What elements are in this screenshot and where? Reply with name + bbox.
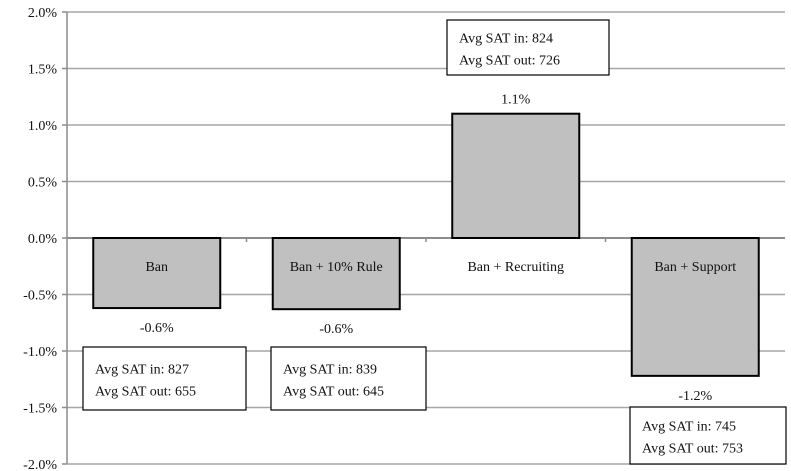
avg-sat-out-label: Avg SAT out: 753 xyxy=(642,442,743,457)
avg-sat-out-label: Avg SAT out: 655 xyxy=(95,385,196,400)
y-tick-label: 0.0% xyxy=(28,232,58,247)
bar-ban xyxy=(92,237,222,310)
data-label: 1.1% xyxy=(501,93,531,108)
y-tick-label: 2.0% xyxy=(28,6,58,21)
bar-ban-support xyxy=(630,237,760,377)
sat-annotation-box: Avg SAT in: 824 Avg SAT out: 726 xyxy=(446,19,610,76)
avg-sat-in-label: Avg SAT in: 824 xyxy=(459,32,553,47)
category-label: Ban + Recruiting xyxy=(467,260,564,275)
y-tick-label: -2.0% xyxy=(23,458,57,471)
avg-sat-in-label: Avg SAT in: 827 xyxy=(95,363,189,378)
avg-sat-in-label: Avg SAT in: 839 xyxy=(283,363,377,378)
y-tick-label: -1.5% xyxy=(23,402,57,417)
sat-annotation-box: Avg SAT in: 827 Avg SAT out: 655 xyxy=(82,346,247,411)
bar-ban-10-rule xyxy=(271,237,401,311)
avg-sat-out-label: Avg SAT out: 726 xyxy=(459,54,560,69)
data-label: -0.6% xyxy=(319,322,353,337)
avg-sat-in-label: Avg SAT in: 745 xyxy=(642,420,736,435)
sat-annotation-box: Avg SAT in: 839 Avg SAT out: 645 xyxy=(270,346,427,411)
bars xyxy=(92,112,760,377)
category-label: Ban + 10% Rule xyxy=(290,260,383,275)
data-label: -1.2% xyxy=(678,389,712,404)
y-tick-label: -1.0% xyxy=(23,345,57,360)
y-tick-label: -0.5% xyxy=(23,289,57,304)
labels: Ban -0.6% Ban + 10% Rule -0.6% Ban + Recruit… xyxy=(140,93,736,404)
category-label: Ban + Support xyxy=(654,260,736,275)
category-label: Ban xyxy=(145,260,168,275)
y-tick-label: 1.0% xyxy=(28,119,58,134)
avg-sat-out-label: Avg SAT out: 645 xyxy=(283,385,384,400)
data-label: -0.6% xyxy=(140,321,174,336)
sat-annotation-box: Avg SAT in: 745 Avg SAT out: 753 xyxy=(629,406,787,465)
y-axis: 2.0% 1.5% 1.0% 0.5% 0.0% -0.5% -1.0% -1.5% -2.0% xyxy=(23,6,607,471)
y-tick-label: 0.5% xyxy=(28,176,58,191)
y-tick-label: 1.5% xyxy=(28,63,58,78)
bar-ban-recruiting xyxy=(451,112,581,239)
